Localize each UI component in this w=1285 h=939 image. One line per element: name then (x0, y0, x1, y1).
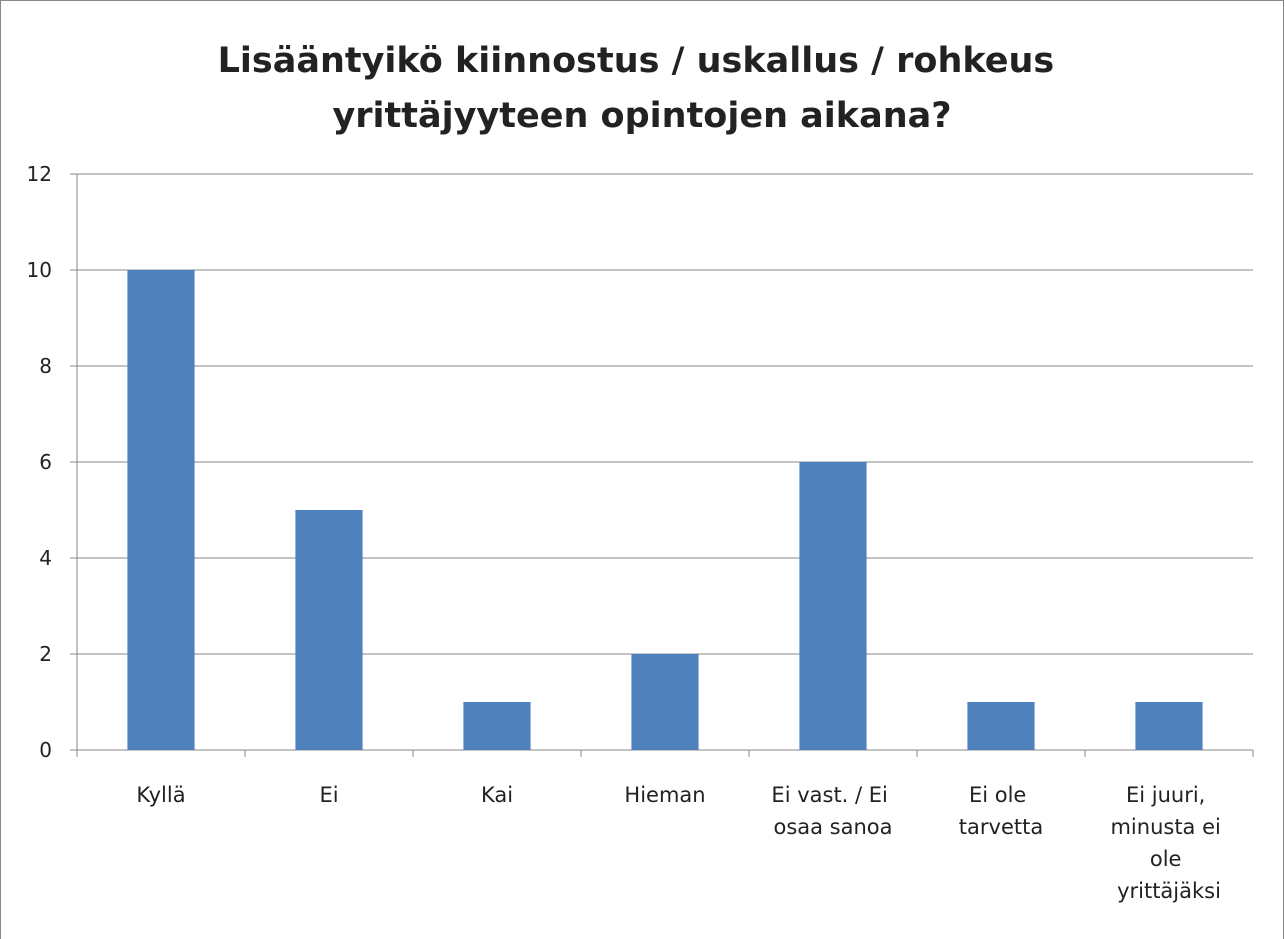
y-tick-label: 10 (27, 258, 52, 282)
x-tick-label: Ei ole tarvetta (959, 783, 1043, 839)
bar (967, 702, 1035, 750)
x-tick-label: Hieman (624, 783, 705, 807)
y-tick-label: 8 (39, 354, 52, 378)
y-tick-label: 4 (39, 546, 52, 570)
chart-title: Lisääntyikö kiinnostus / uskallus / rohk… (218, 41, 1067, 136)
x-tick-label: Ei juuri, minusta ei ole yrittäjäksi (1110, 783, 1227, 903)
bar (1135, 702, 1203, 750)
y-tick-label: 2 (39, 642, 52, 666)
x-tick-label: Kyllä (136, 783, 185, 807)
bar (463, 702, 531, 750)
x-tick-label: Ei vast. / Ei osaa sanoa (771, 783, 894, 839)
x-tick-label: Ei (319, 783, 338, 807)
y-tick-label: 6 (39, 450, 52, 474)
y-tick-label: 0 (39, 738, 52, 762)
bar (127, 270, 195, 750)
bar (799, 462, 867, 750)
y-tick-label: 12 (27, 162, 52, 186)
bar (631, 654, 699, 750)
x-tick-label: Kai (481, 783, 513, 807)
bar (295, 510, 363, 750)
